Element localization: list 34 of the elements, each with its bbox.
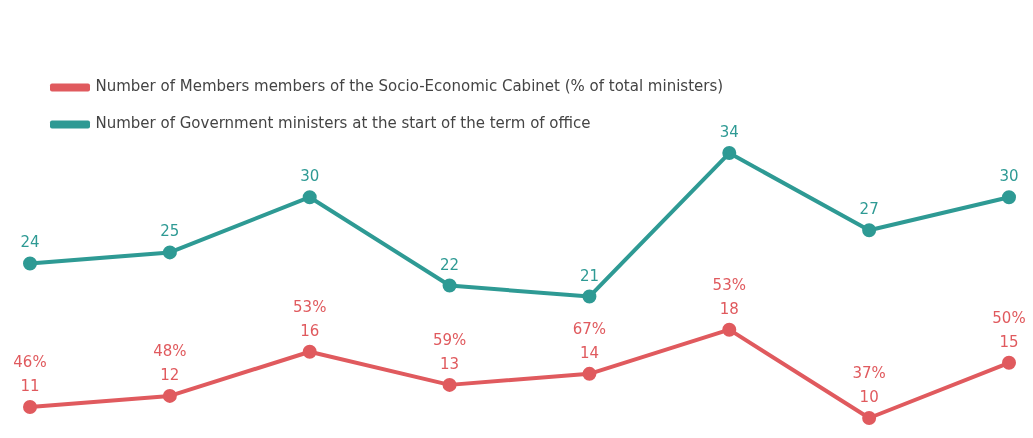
point — [302, 190, 317, 205]
data-label: 27 — [859, 200, 879, 219]
data-label: 59% 13 — [432, 330, 467, 373]
point — [1002, 190, 1016, 205]
data-label: 22 — [440, 255, 460, 274]
point — [582, 289, 597, 304]
data-label: 25 — [160, 222, 180, 241]
point — [862, 223, 877, 238]
point — [23, 399, 37, 414]
point — [722, 322, 737, 337]
data-label: 34 — [719, 123, 739, 142]
point — [442, 278, 457, 293]
data-label: 67% 14 — [572, 319, 607, 362]
point — [862, 411, 877, 425]
data-label: 53% 18 — [712, 275, 746, 318]
data-label: 46% 11 — [13, 352, 47, 395]
data-label: 30 — [300, 167, 320, 186]
point — [722, 146, 737, 161]
point — [1002, 355, 1016, 370]
point — [162, 388, 177, 403]
legend-label: Number of Government ministers at the start of the term of office — [95, 114, 591, 133]
data-label: 30 — [999, 167, 1019, 186]
point — [302, 344, 317, 359]
data-label: 37% 10 — [852, 364, 886, 406]
data-label: 21 — [579, 266, 599, 285]
data-label: 53% 16 — [293, 297, 327, 340]
point — [23, 256, 37, 271]
point — [582, 366, 597, 381]
point — [442, 377, 457, 392]
point — [162, 245, 177, 260]
legend-label: Number of Members members of the Socio-Economic Cabinet (% of total ministers) — [95, 77, 724, 96]
data-label: 50% 15 — [992, 308, 1026, 351]
data-label: 48% 12 — [153, 341, 187, 384]
data-label: 24 — [20, 233, 40, 252]
